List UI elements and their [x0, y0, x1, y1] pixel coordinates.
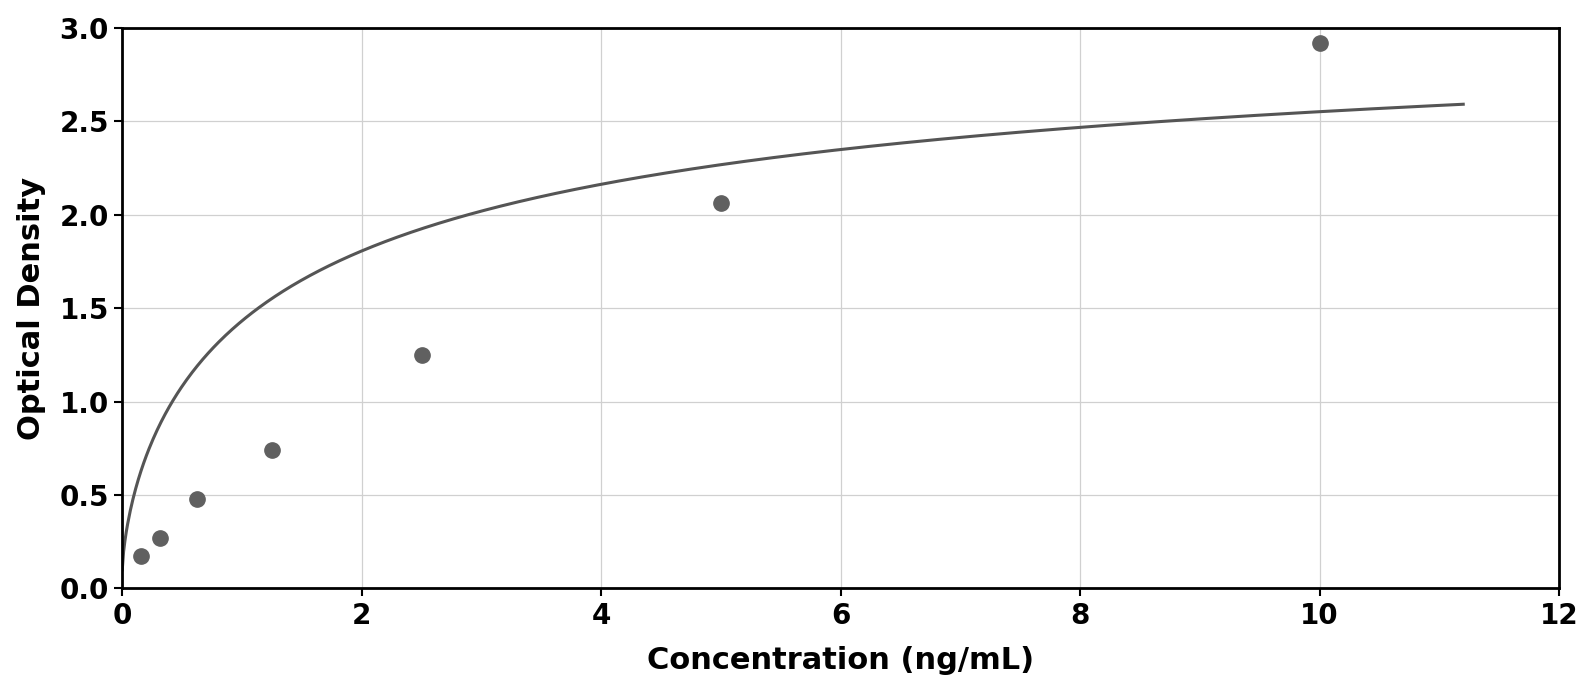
Point: [1306, 37, 1332, 48]
Point: [128, 551, 153, 562]
Point: [258, 444, 284, 455]
Point: [708, 198, 734, 209]
Point: [147, 532, 172, 543]
Y-axis label: Optical Density: Optical Density: [16, 176, 46, 439]
Point: [408, 349, 434, 361]
X-axis label: Concentration (ng/mL): Concentration (ng/mL): [648, 646, 1034, 675]
Point: [185, 493, 211, 504]
